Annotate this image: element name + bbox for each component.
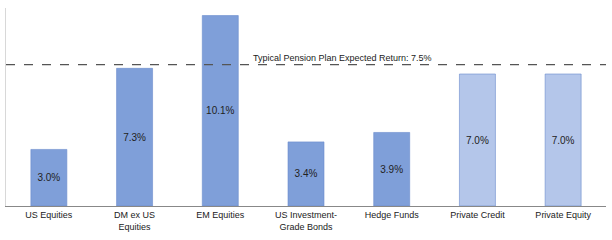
svg-text:3.9%: 3.9% (380, 164, 403, 175)
svg-text:Hedge Funds: Hedge Funds (365, 210, 420, 220)
svg-text:Private Equity: Private Equity (535, 210, 591, 220)
svg-text:US Investment-Grade Bonds: US Investment-Grade Bonds (275, 210, 337, 232)
svg-text:EM Equities: EM Equities (196, 210, 245, 220)
svg-text:3.4%: 3.4% (295, 168, 318, 179)
svg-text:Typical Pension Plan Expected: Typical Pension Plan Expected Return: 7.… (253, 53, 432, 63)
svg-text:7.3%: 7.3% (123, 132, 146, 143)
svg-text:10.1%: 10.1% (206, 105, 234, 116)
svg-text:Private Credit: Private Credit (450, 210, 505, 220)
svg-text:7.0%: 7.0% (552, 135, 575, 146)
svg-text:US Equities: US Equities (25, 210, 73, 220)
svg-text:DM ex USEquities: DM ex USEquities (114, 210, 155, 232)
svg-text:7.0%: 7.0% (466, 135, 489, 146)
svg-text:3.0%: 3.0% (37, 172, 60, 183)
